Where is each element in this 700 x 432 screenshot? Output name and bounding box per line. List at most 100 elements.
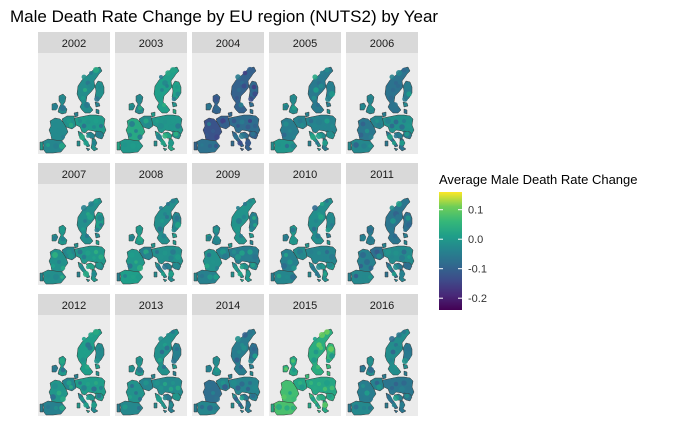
nuts2-region (367, 358, 373, 364)
nuts2-region (310, 134, 316, 140)
facet-panel: 2010 (269, 163, 341, 285)
land-area (249, 108, 254, 115)
land-area (325, 232, 332, 239)
nuts2-region (162, 381, 168, 387)
nuts2-region (238, 102, 244, 108)
nuts2-region (235, 96, 239, 100)
nuts2-region (275, 403, 283, 411)
nuts2-region (99, 223, 103, 227)
nuts2-region (56, 390, 62, 396)
nuts2-region (389, 336, 395, 342)
nuts2-region (205, 133, 209, 137)
nuts2-region (385, 118, 391, 124)
nuts2-region (404, 393, 410, 399)
nuts2-region (80, 204, 88, 212)
land-area (403, 239, 408, 246)
legend-tick-label: 0.0 (468, 234, 483, 246)
land-area (162, 409, 168, 414)
nuts2-region (159, 349, 165, 355)
land-area (248, 101, 255, 108)
nuts2-region (392, 102, 398, 108)
nuts2-region (376, 122, 382, 128)
land-area (171, 363, 178, 370)
nuts2-region (162, 103, 166, 107)
land-area (193, 141, 198, 151)
nuts2-region (313, 349, 319, 355)
nuts2-region (281, 132, 287, 138)
nuts2-region (157, 122, 165, 130)
nuts2-region (52, 235, 58, 241)
nuts2-region (94, 358, 100, 364)
nuts2-region (246, 66, 254, 74)
nuts2-region (368, 265, 374, 271)
nuts2-region (59, 104, 67, 112)
nuts2-region (288, 391, 292, 395)
legend-tick-label: 0.1 (468, 205, 483, 217)
facet-label: 2011 (370, 169, 394, 181)
nuts2-region (309, 381, 313, 385)
nuts2-region (156, 134, 162, 140)
nuts2-region (249, 228, 253, 232)
nuts2-region (235, 385, 241, 391)
land-area (95, 108, 100, 115)
land-area (307, 271, 312, 278)
nuts2-region (98, 123, 104, 129)
nuts2-region (157, 95, 163, 101)
nuts2-region (122, 404, 128, 410)
nuts2-region (245, 271, 251, 277)
nuts2-region (160, 88, 164, 92)
nuts2-region (388, 357, 394, 363)
nuts2-region (404, 131, 410, 137)
nuts2-region (143, 380, 149, 386)
nuts2-region (137, 134, 143, 140)
nuts2-region (128, 395, 132, 399)
nuts2-region (176, 354, 180, 358)
nuts2-region (164, 214, 170, 220)
nuts2-region (94, 96, 100, 102)
nuts2-region (406, 91, 412, 97)
nuts2-region (213, 143, 219, 149)
nuts2-region (171, 358, 177, 364)
nuts2-region (395, 214, 401, 220)
nuts2-region (390, 349, 396, 355)
land-area (393, 147, 399, 152)
nuts2-region (312, 205, 318, 211)
europe-map (116, 197, 184, 285)
nuts2-region (81, 336, 87, 342)
nuts2-region (206, 383, 212, 389)
nuts2-region (199, 404, 205, 410)
nuts2-region (360, 383, 366, 389)
nuts2-region (316, 381, 322, 387)
nuts2-region (329, 385, 335, 391)
land-area (239, 278, 245, 283)
nuts2-region (136, 405, 142, 411)
legend-ticks: 0.1 0.0 -0.1 -0.2 (439, 205, 487, 305)
nuts2-region (168, 124, 174, 130)
nuts2-region (234, 357, 240, 363)
nuts2-region (158, 385, 164, 391)
nuts2-region (291, 265, 297, 271)
nuts2-region (376, 253, 382, 259)
land-area (249, 370, 254, 377)
nuts2-region (130, 105, 134, 109)
nuts2-region (158, 254, 164, 260)
europe-map (193, 197, 261, 285)
land-area (227, 373, 233, 380)
nuts2-region (250, 393, 256, 399)
nuts2-region (93, 198, 99, 204)
nuts2-region (235, 217, 243, 225)
europe-map (39, 197, 107, 285)
nuts2-region (85, 264, 91, 270)
nuts2-region (84, 233, 90, 239)
nuts2-region (394, 81, 398, 85)
land-area (316, 147, 322, 152)
nuts2-region (328, 394, 332, 398)
europe-map (116, 328, 184, 416)
nuts2-region (358, 394, 364, 400)
nuts2-region (364, 128, 370, 134)
nuts2-region (318, 83, 324, 89)
nuts2-region (81, 123, 87, 129)
land-area (347, 272, 352, 282)
land-area (85, 409, 91, 414)
nuts2-region (358, 132, 364, 138)
